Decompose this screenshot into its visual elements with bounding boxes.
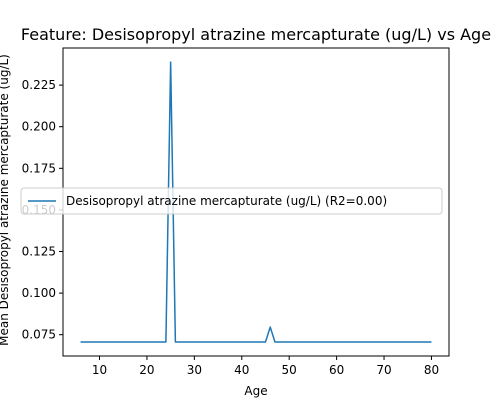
y-tick-label: 0.075 (22, 328, 56, 342)
x-tick-label: 60 (329, 363, 344, 377)
y-tick-label: 0.175 (22, 161, 56, 175)
x-tick-label: 20 (139, 363, 154, 377)
y-tick-label: 0.100 (22, 286, 56, 300)
y-tick-label: 0.225 (22, 78, 56, 92)
series-line (80, 61, 432, 343)
plot-series (80, 61, 432, 343)
x-tick-label: 70 (376, 363, 391, 377)
legend-box (20, 187, 443, 215)
x-tick-label: 10 (92, 363, 107, 377)
x-tick-label: 30 (187, 363, 202, 377)
legend-label: Desisopropyl atrazine mercapturate (ug/L… (66, 194, 387, 208)
y-tick-label: 0.125 (22, 245, 56, 259)
x-tick-label: 40 (234, 363, 249, 377)
x-axis-label: Age (244, 384, 267, 398)
x-axis: 10 20 30 40 50 60 70 80 (92, 356, 439, 377)
chart-title: Feature: Desisopropyl atrazine mercaptur… (21, 25, 491, 44)
y-tick-label: 0.200 (22, 120, 56, 134)
legend: Desisopropyl atrazine mercapturate (ug/L… (20, 187, 443, 215)
x-tick-label: 80 (424, 363, 439, 377)
x-tick-label: 50 (282, 363, 297, 377)
y-axis-label: Mean Desisopropyl atrazine mercapturate … (0, 54, 11, 346)
